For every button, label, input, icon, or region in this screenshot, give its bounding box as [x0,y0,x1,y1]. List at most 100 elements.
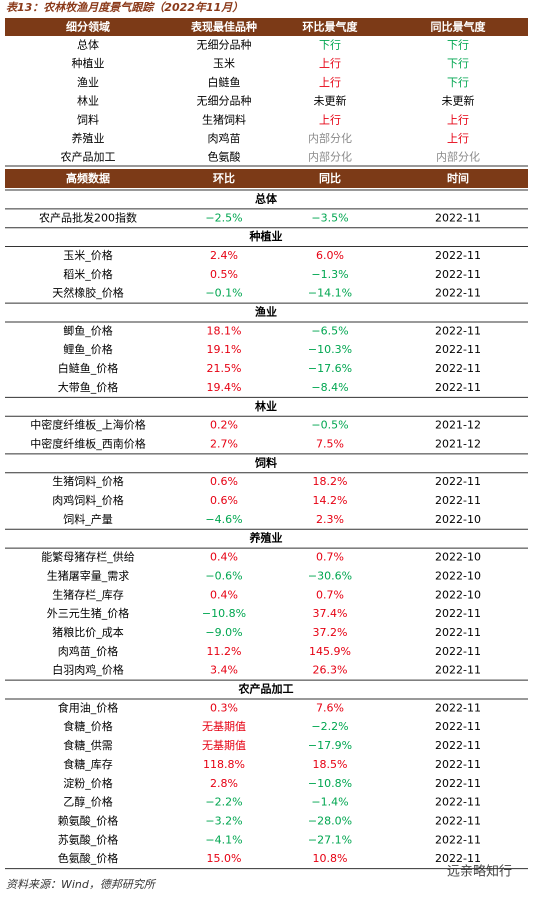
cell: 食糖_供需 [63,738,113,752]
cell: 乙醇_价格 [63,795,113,809]
cell: −10.8% [308,777,352,790]
cell: 11.2% [207,645,242,658]
header-cell: 时间 [447,171,469,185]
cell: 2022-11 [435,607,481,620]
cell: 2022-11 [435,494,481,507]
cell: 渔业 [77,76,99,89]
cell: 农产品批发200指数 [39,210,137,224]
cell: 2022-11 [435,381,481,394]
cell: 2022-11 [435,268,481,281]
cell: 0.4% [210,588,238,601]
cell: 鲫鱼_价格 [63,323,113,337]
cell: 2022-11 [435,777,481,790]
cell: 2022-10 [435,551,481,564]
cell: 下行 [319,39,341,52]
cell: 内部分化 [308,150,352,164]
cell: −0.5% [311,419,348,432]
cell: 2022-11 [435,701,481,714]
cell: 饲料 [77,112,99,126]
cell: 未更新 [314,94,347,108]
table-title: 表13：农林牧渔月度景气跟踪（2022年11月） [6,1,243,14]
cell: 肉鸡饲料_价格 [52,493,124,507]
cell: −2.5% [205,211,242,224]
cell: 0.4% [210,551,238,564]
cell: 2022-11 [435,720,481,733]
cell: 中密度纤维板_西南价格 [30,436,146,450]
cell: 18.2% [313,475,348,488]
cell: 无细分品种 [197,38,252,52]
cell: 3.4% [210,664,238,677]
cell: −0.6% [205,569,242,582]
cell: −14.1% [308,287,352,300]
cell: 26.3% [313,664,348,677]
cell: 0.7% [316,551,344,564]
header-cell: 同比 [319,171,341,185]
cell: 18.5% [313,758,348,771]
cell: −6.5% [311,324,348,337]
cell: −28.0% [308,814,352,827]
cell: 2022-11 [435,362,481,375]
cell: −17.9% [308,739,352,752]
cell: 0.7% [316,588,344,601]
section-title: 养殖业 [249,531,283,545]
cell: 19.1% [207,343,242,356]
cell: −10.8% [202,607,246,620]
cell: 上行 [319,113,341,126]
section-title: 总体 [255,191,278,205]
section-title: 种植业 [249,229,283,243]
cell: −1.3% [311,268,348,281]
cell: 白鲢鱼_价格 [58,361,119,375]
cell: 中密度纤维板_上海价格 [30,418,146,432]
cell: 饲料_产量 [63,512,113,526]
cell: 林业 [77,94,99,108]
cell: −0.1% [205,287,242,300]
cell: 19.4% [207,381,242,394]
header-cell: 表现最佳品种 [190,20,257,34]
cell: 10.8% [313,852,348,865]
cell: −2.2% [205,796,242,809]
cell: 赖氨酸_价格 [58,813,119,827]
cell: 37.4% [313,607,348,620]
header-cell: 环比 [213,171,235,185]
cell: 玉米_价格 [63,248,113,262]
cell: −27.1% [308,833,352,846]
cell: −1.4% [311,796,348,809]
cell: 0.3% [210,701,238,714]
cell: 21.5% [207,362,242,375]
cell: 养殖业 [72,131,105,145]
cell: 能繁母猪存栏_供给 [41,550,135,564]
cell: 0.6% [210,475,238,488]
cell: 2022-11 [435,814,481,827]
section-title: 农产品加工 [238,682,294,696]
cell: 14.2% [313,494,348,507]
cell: 15.0% [207,852,242,865]
header-cell: 高频数据 [66,171,110,185]
cell: 下行 [447,39,469,52]
cell: 2022-11 [435,249,481,262]
header-cell: 环比景气度 [303,20,359,34]
cell: 玉米 [213,57,235,70]
cell: 2022-11 [435,833,481,846]
cell: 无基期值 [202,720,246,733]
cell: 种植业 [72,56,105,70]
cell: 2022-11 [435,626,481,639]
cell: 2021-12 [435,419,481,432]
cell: 118.8% [203,758,245,771]
cell: 2022-11 [435,324,481,337]
cell: 肉鸡苗_价格 [58,644,119,658]
cell: 7.6% [316,701,344,714]
cell: 外三元生猪_价格 [47,606,130,620]
cell: 上行 [319,76,341,89]
cell: 2022-11 [435,475,481,488]
section-title: 林业 [255,399,277,413]
cell: 2022-10 [435,569,481,582]
cell: 未更新 [442,94,475,108]
cell: 2021-12 [435,437,481,450]
header-band [5,169,528,188]
cell: 白鲢鱼 [208,75,241,89]
cell: −3.5% [311,211,348,224]
cell: 生猪存栏_库存 [52,587,124,601]
cell: 2022-11 [435,645,481,658]
cell: 内部分化 [308,131,352,145]
